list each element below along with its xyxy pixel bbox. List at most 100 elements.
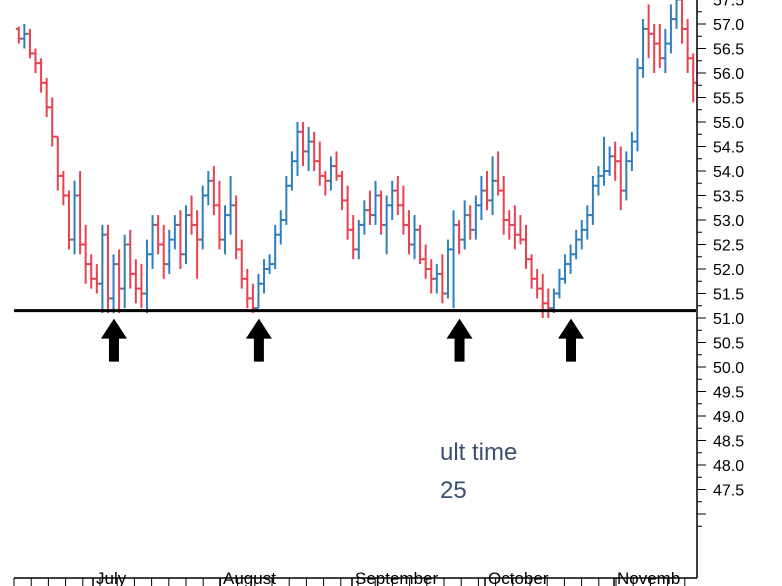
ohlc-bar <box>283 175 290 225</box>
month-label: Novemb <box>617 569 680 586</box>
ohlc-bar <box>88 254 95 289</box>
ohlc-bar <box>606 146 613 176</box>
ohlc-bar <box>71 180 78 255</box>
ohlc-bar <box>127 229 134 289</box>
ohlc-bar <box>483 171 490 211</box>
ohlc-bar <box>272 224 279 269</box>
ohlc-bar <box>662 28 669 73</box>
ohlc-bar <box>305 126 312 171</box>
ohlc-bar <box>183 205 189 265</box>
y-tick-label: 48.0 <box>713 458 744 475</box>
y-tick-label: 56.5 <box>713 42 744 59</box>
month-label: October <box>488 569 549 586</box>
up-arrow-icon <box>100 318 127 362</box>
y-tick-label: 50.5 <box>713 336 744 353</box>
ohlc-bar <box>77 171 84 255</box>
ohlc-bar <box>199 185 206 250</box>
ohlc-bar <box>32 48 39 73</box>
up-arrow-icon <box>446 318 473 362</box>
ohlc-bar <box>573 229 580 260</box>
ohlc-bar <box>523 224 529 269</box>
ohlc-bar <box>350 215 357 260</box>
ohlc-bar <box>517 215 524 245</box>
ohlc-bar <box>595 166 602 196</box>
ohlc-bar <box>534 269 541 299</box>
ohlc-bar <box>361 200 368 235</box>
ohlc-bar <box>155 215 162 255</box>
ohlc-bar <box>38 58 45 93</box>
y-tick-label: 53.5 <box>713 189 744 206</box>
ohlc-bar <box>132 259 139 304</box>
ohlc-bar <box>545 288 552 318</box>
ohlc-bar <box>500 175 507 235</box>
y-tick-label: 54.5 <box>713 140 744 157</box>
ohlc-bar <box>472 195 479 240</box>
ohlc-bar <box>227 175 234 235</box>
ohlc-bar <box>26 28 33 59</box>
ohlc-bar <box>628 131 635 171</box>
ohlc-bar <box>612 141 619 181</box>
ohlc-bar <box>645 4 652 59</box>
ohlc-bar <box>277 210 284 245</box>
ohlc-bar <box>389 180 396 220</box>
ohlc-bar <box>99 224 106 314</box>
support-arrows <box>100 318 585 362</box>
ohlc-bar <box>344 185 351 240</box>
ohlc-bar <box>82 224 89 284</box>
ohlc-bar <box>244 269 251 309</box>
ohlc-bar <box>450 210 457 309</box>
ohlc-bar <box>255 273 262 310</box>
y-tick-label: 57.5 <box>713 0 744 10</box>
up-arrow-icon <box>558 318 585 362</box>
ohlc-bar <box>49 97 56 147</box>
ohlc-bar <box>288 151 295 191</box>
ohlc-bar <box>93 264 100 294</box>
y-tick-label: 53.0 <box>713 213 744 230</box>
ohlc-bar <box>194 210 201 279</box>
ohlc-bar <box>378 190 385 235</box>
ohlc-bar <box>506 210 513 240</box>
ohlc-bar <box>316 141 323 186</box>
ohlc-bar <box>461 200 468 250</box>
ohlc-bar <box>311 131 318 171</box>
ohlc-bar <box>249 283 256 314</box>
y-tick-label: 48.5 <box>713 434 744 451</box>
ohlc-bar <box>171 215 178 250</box>
ohlc-bar <box>640 19 647 78</box>
ohlc-bar <box>584 205 591 240</box>
ohlc-bar <box>623 151 630 201</box>
y-tick-label: 50.0 <box>713 360 744 377</box>
ohlc-bar <box>110 254 117 314</box>
ohlc-bar <box>444 239 451 299</box>
ohlc-bar <box>216 180 223 250</box>
ohlc-bar <box>578 220 585 250</box>
annotation-line2: 25 <box>440 477 467 504</box>
ohlc-bar <box>210 166 217 216</box>
annotation-line1: ult time <box>440 439 517 466</box>
ohlc-bar <box>116 249 123 314</box>
ohlc-bar <box>495 151 502 196</box>
month-label: July <box>96 569 127 586</box>
ohlc-bar <box>372 180 379 225</box>
ohlc-bar <box>261 259 268 294</box>
ohlc-bar <box>690 53 697 103</box>
ohlc-bar <box>550 288 557 314</box>
ohlc-bar <box>104 224 111 314</box>
ohlc-bar <box>567 244 574 274</box>
ohlc-bar <box>456 220 463 255</box>
y-tick-label: 52.5 <box>713 238 744 255</box>
ohlc-bar <box>679 0 686 44</box>
y-tick-label: 47.5 <box>713 483 744 500</box>
ohlc-bar <box>394 175 401 216</box>
ohlc-bar <box>467 205 474 240</box>
ohlc-bar <box>556 269 563 299</box>
y-tick-label: 55.5 <box>713 91 744 108</box>
ohlc-bar <box>65 190 72 250</box>
y-tick-label: 49.5 <box>713 385 744 402</box>
ohlc-bar <box>355 220 362 260</box>
y-tick-label: 51.5 <box>713 287 744 304</box>
ohlc-bar <box>562 254 569 284</box>
ohlc-bar <box>177 210 184 269</box>
ohlc-bar <box>339 171 346 211</box>
ohlc-bar <box>166 229 173 274</box>
